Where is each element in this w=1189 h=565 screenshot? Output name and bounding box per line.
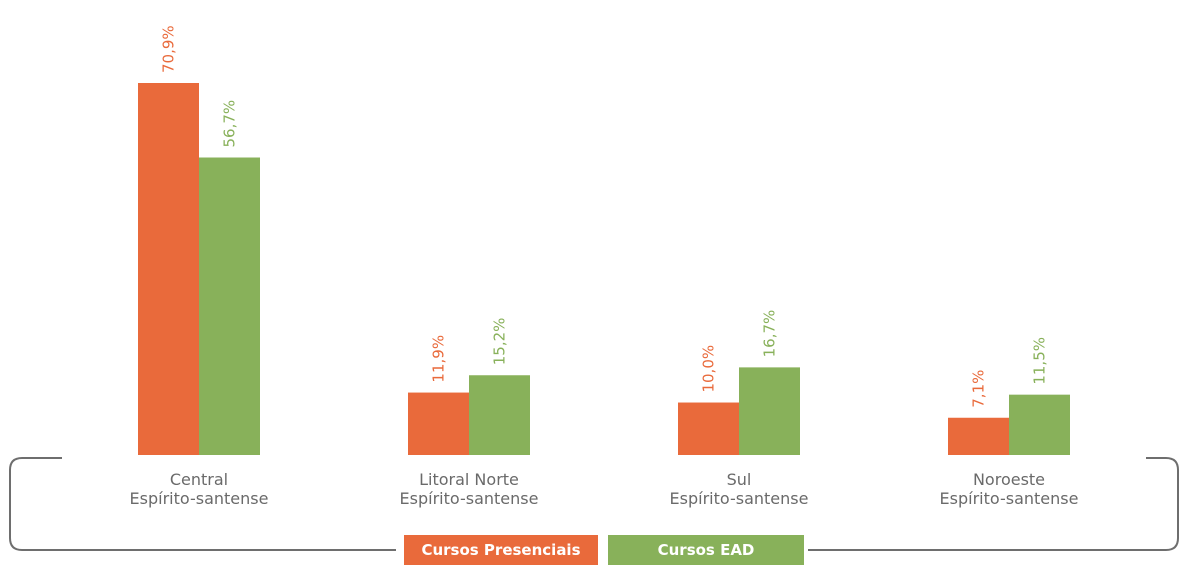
data-label-ead-0: 56,7%: [221, 100, 239, 148]
category-name: Litoral Norte: [419, 470, 519, 489]
category-name: Central: [169, 470, 229, 489]
bar-ead-1: [469, 375, 530, 455]
legend-label: Cursos EAD: [657, 541, 755, 559]
category-subname: Espírito-santense: [399, 489, 539, 508]
category-subname: Espírito-santense: [939, 489, 1079, 508]
data-label-ead-2: 16,7%: [761, 310, 779, 358]
bar-presencial-1: [408, 392, 469, 455]
category-name: Sul: [726, 470, 752, 489]
category-label: Noroeste Espírito-santense: [889, 470, 1129, 508]
bar-presencial-0: [138, 83, 199, 455]
bar-ead-2: [739, 367, 800, 455]
legend-cursos-presenciais: Cursos Presenciais: [404, 535, 598, 565]
category-label: Central Espírito-santense: [79, 470, 319, 508]
data-label-presencial-1: 11,9%: [430, 335, 448, 383]
category-name: Noroeste: [972, 470, 1046, 489]
data-label-ead-3: 11,5%: [1031, 337, 1049, 385]
category-label: Sul Espírito-santense: [619, 470, 859, 508]
legend-cursos-ead: Cursos EAD: [608, 535, 804, 565]
category-label: Litoral Norte Espírito-santense: [349, 470, 589, 508]
bar-ead-0: [199, 157, 260, 455]
bar-presencial-2: [678, 402, 739, 455]
legend-label: Cursos Presenciais: [421, 541, 581, 559]
data-label-ead-1: 15,2%: [491, 318, 509, 366]
bar-ead-3: [1009, 394, 1070, 455]
category-subname: Espírito-santense: [129, 489, 269, 508]
data-label-presencial-2: 10,0%: [700, 345, 718, 393]
bar-presencial-3: [948, 417, 1009, 455]
data-label-presencial-0: 70,9%: [160, 25, 178, 73]
bracket-frame: [9, 457, 1179, 551]
category-subname: Espírito-santense: [669, 489, 809, 508]
data-label-presencial-3: 7,1%: [970, 370, 988, 408]
